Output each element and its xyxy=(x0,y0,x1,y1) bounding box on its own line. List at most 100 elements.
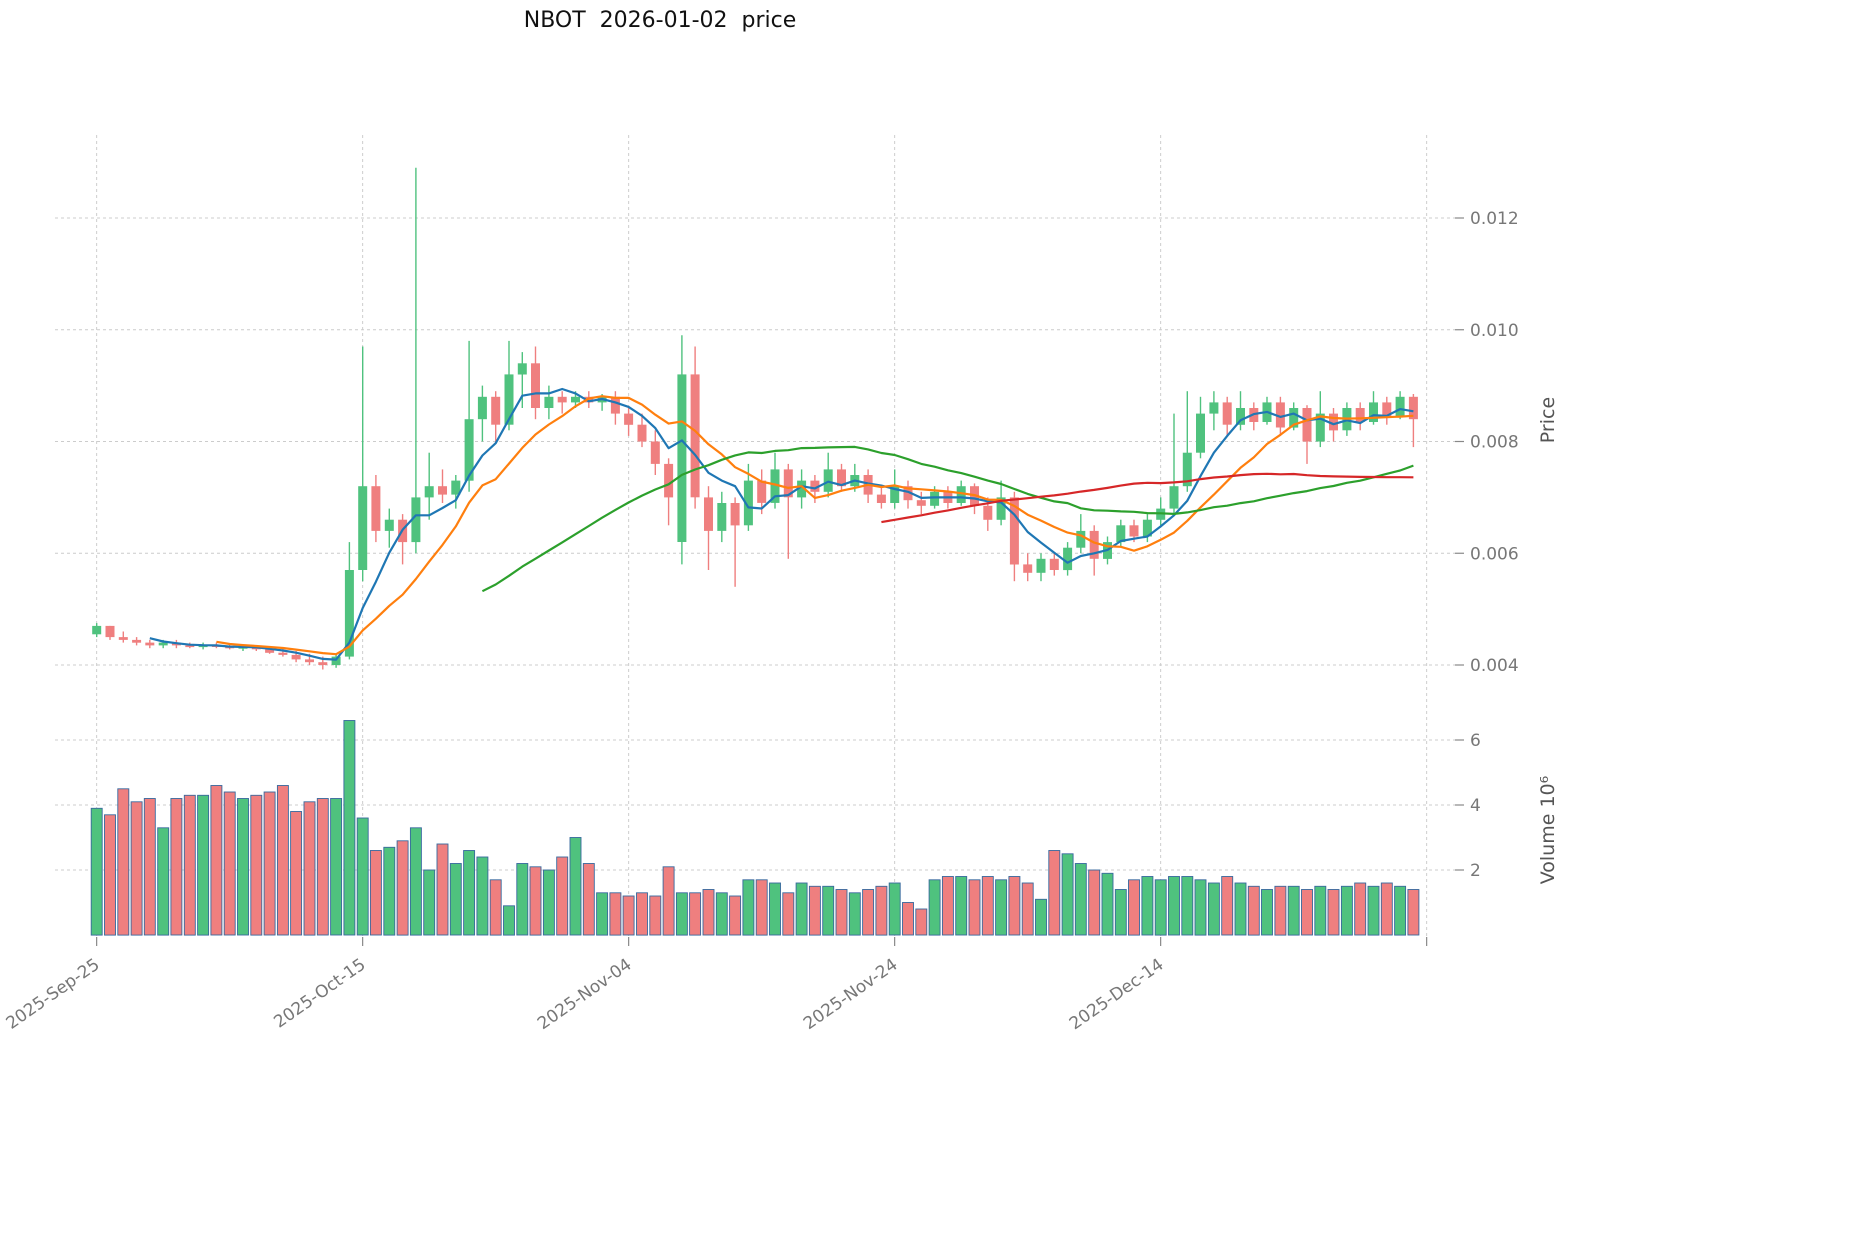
volume-bar xyxy=(808,885,821,936)
volume-bar xyxy=(330,798,343,936)
volume-bar xyxy=(1367,885,1380,936)
volume-bar xyxy=(609,892,622,936)
candle-body xyxy=(477,396,487,420)
volume-bar xyxy=(968,879,981,936)
volume-bar xyxy=(782,892,795,936)
volume-bar xyxy=(503,905,515,936)
volume-bar xyxy=(1021,882,1034,936)
candle-body xyxy=(1382,402,1392,417)
candle-body xyxy=(1236,408,1245,425)
candle-body xyxy=(531,363,540,408)
candle-body xyxy=(1023,564,1033,573)
volume-bar xyxy=(210,785,223,936)
ma-line-MA10 xyxy=(216,395,1414,656)
candle-body xyxy=(145,642,155,646)
volume-bar xyxy=(303,801,316,936)
candle-body xyxy=(371,486,381,531)
volume-bar xyxy=(130,801,143,936)
candle-body xyxy=(1089,530,1099,559)
volume-bar xyxy=(582,863,595,936)
date-tick-label: 2025-Sep-25 xyxy=(3,955,104,1034)
volume-bar xyxy=(715,892,728,936)
volume-bar xyxy=(835,889,848,936)
candle-body xyxy=(132,639,142,643)
candle-body xyxy=(1196,413,1205,453)
volume-bar xyxy=(396,840,409,936)
volume-bar xyxy=(170,798,183,936)
candle-body xyxy=(677,374,687,542)
volume-bar xyxy=(622,895,635,936)
volume-bar xyxy=(1154,879,1167,936)
volume-bar xyxy=(915,908,928,936)
volume-bar xyxy=(995,879,1008,936)
candle-body xyxy=(1142,519,1152,537)
candle-body xyxy=(305,659,314,663)
volume-bar xyxy=(1141,876,1154,936)
volume-bar xyxy=(1207,882,1220,936)
candle-body xyxy=(704,497,713,531)
volume-bar xyxy=(1234,882,1247,936)
volume-bar xyxy=(769,882,781,936)
volume-bar xyxy=(383,846,396,936)
volume-bar xyxy=(636,892,648,936)
volume-bar xyxy=(117,788,130,936)
candle-body xyxy=(1222,402,1232,425)
volume-bar xyxy=(1221,876,1234,936)
candles-layer xyxy=(92,167,1418,670)
candle-body xyxy=(1329,413,1338,431)
candle-body xyxy=(797,480,807,498)
date-tick-label: 2025-Nov-04 xyxy=(534,955,635,1034)
candle-body xyxy=(291,654,301,660)
volume-bar xyxy=(862,889,875,936)
candle-body xyxy=(1009,497,1019,565)
candle-body xyxy=(690,374,700,498)
volume-bar xyxy=(1061,853,1074,936)
candle-body xyxy=(890,486,900,503)
volume-bar xyxy=(463,850,476,936)
candle-body xyxy=(571,396,580,403)
volume-bar xyxy=(1128,879,1140,936)
volume-bar xyxy=(795,882,808,936)
candle-body xyxy=(1395,396,1405,417)
volume-bar xyxy=(476,856,489,936)
date-tick-label: 2025-Nov-24 xyxy=(800,955,901,1034)
volume-bar xyxy=(902,902,914,936)
volume-bar xyxy=(649,895,662,936)
candle-body xyxy=(1036,558,1046,573)
volume-bar xyxy=(955,876,968,936)
candle-body xyxy=(1049,558,1059,570)
volume-bar xyxy=(237,798,249,936)
candle-body xyxy=(318,662,328,665)
volume-bar xyxy=(1114,889,1127,936)
volume-bar xyxy=(689,892,702,936)
volume-bar xyxy=(1287,885,1300,936)
candle-body xyxy=(624,413,634,425)
candle-body xyxy=(1116,525,1126,543)
ma-line-MA5 xyxy=(149,387,1414,661)
candle-body xyxy=(491,396,501,425)
price-tick-label: 0.004 xyxy=(1470,656,1519,676)
candle-body xyxy=(1182,452,1192,487)
candle-body xyxy=(650,441,660,464)
volume-bar xyxy=(1314,885,1327,936)
candle-body xyxy=(517,363,527,375)
candle-body xyxy=(464,419,474,481)
volume-bar xyxy=(981,876,994,936)
volume-bar xyxy=(104,814,116,936)
volume-bar xyxy=(1354,882,1367,936)
candle-body xyxy=(1169,486,1179,509)
volume-bar xyxy=(822,885,835,936)
volume-bar xyxy=(1274,885,1287,936)
candle-body xyxy=(158,642,168,646)
volume-bar xyxy=(516,863,529,936)
candle-body xyxy=(903,486,913,501)
candle-body xyxy=(1129,525,1139,537)
candle-body xyxy=(876,494,886,503)
volume-bar xyxy=(702,889,715,936)
volume-bar xyxy=(90,807,103,936)
volume-bar xyxy=(1181,876,1194,936)
volume-bar xyxy=(888,882,901,936)
date-tick-label: 2025-Dec-14 xyxy=(1066,955,1168,1035)
volume-bar xyxy=(1194,879,1207,936)
candle-body xyxy=(265,649,275,653)
